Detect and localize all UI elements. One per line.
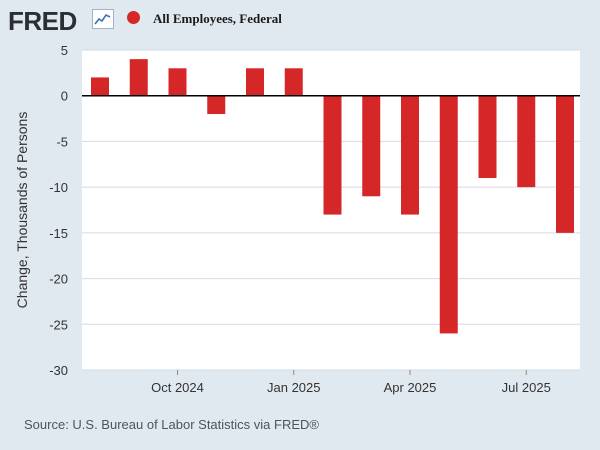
legend-label: All Employees, Federal xyxy=(153,11,282,26)
bar-2024-08[interactable] xyxy=(91,77,109,96)
x-tick-label: Jan 2025 xyxy=(267,380,321,395)
y-tick-label: -5 xyxy=(56,134,68,149)
fred-logo[interactable]: FRED xyxy=(8,6,77,36)
trend-line-icon xyxy=(92,9,114,29)
bar-2025-05[interactable] xyxy=(439,95,458,334)
source-note: Source: U.S. Bureau of Labor Statistics … xyxy=(24,417,319,432)
bar-2025-04[interactable] xyxy=(401,95,419,215)
bar-chart: 5 0 -5 -10 -15 -20 -25 -30 Oct 2024 Jan 2025 Apr … xyxy=(14,43,580,395)
legend-marker xyxy=(127,11,140,24)
y-tick-label: -15 xyxy=(49,226,68,241)
bars xyxy=(91,59,574,334)
bar-2024-11[interactable] xyxy=(207,95,226,114)
bar-2024-09[interactable] xyxy=(129,59,148,96)
bar-2025-07[interactable] xyxy=(517,95,536,188)
x-tick-label: Oct 2024 xyxy=(151,380,204,395)
y-tick-label: -30 xyxy=(49,363,68,378)
bar-2025-02[interactable] xyxy=(323,95,342,215)
y-tick-label: -25 xyxy=(49,317,68,332)
bar-2025-06[interactable] xyxy=(478,95,497,178)
x-tick-label: Jul 2025 xyxy=(502,380,551,395)
bar-2025-08[interactable] xyxy=(556,95,574,233)
bar-2025-03[interactable] xyxy=(362,95,381,197)
y-tick-label: -20 xyxy=(49,272,68,287)
bar-2025-01[interactable] xyxy=(284,68,303,96)
y-tick-label: 5 xyxy=(61,43,68,58)
bar-2024-12[interactable] xyxy=(246,68,264,96)
y-tick-label: 0 xyxy=(61,89,68,104)
y-axis-ticks: 5 0 -5 -10 -15 -20 -25 -30 xyxy=(49,43,68,378)
y-axis-label: Change, Thousands of Persons xyxy=(14,112,30,309)
x-axis-ticks: Oct 2024 Jan 2025 Apr 2025 Jul 2025 xyxy=(151,370,551,395)
chart-header: FRED All Employees, Federal xyxy=(0,0,600,40)
bar-2024-10[interactable] xyxy=(168,68,187,96)
x-tick-label: Apr 2025 xyxy=(384,380,437,395)
y-tick-label: -10 xyxy=(49,180,68,195)
